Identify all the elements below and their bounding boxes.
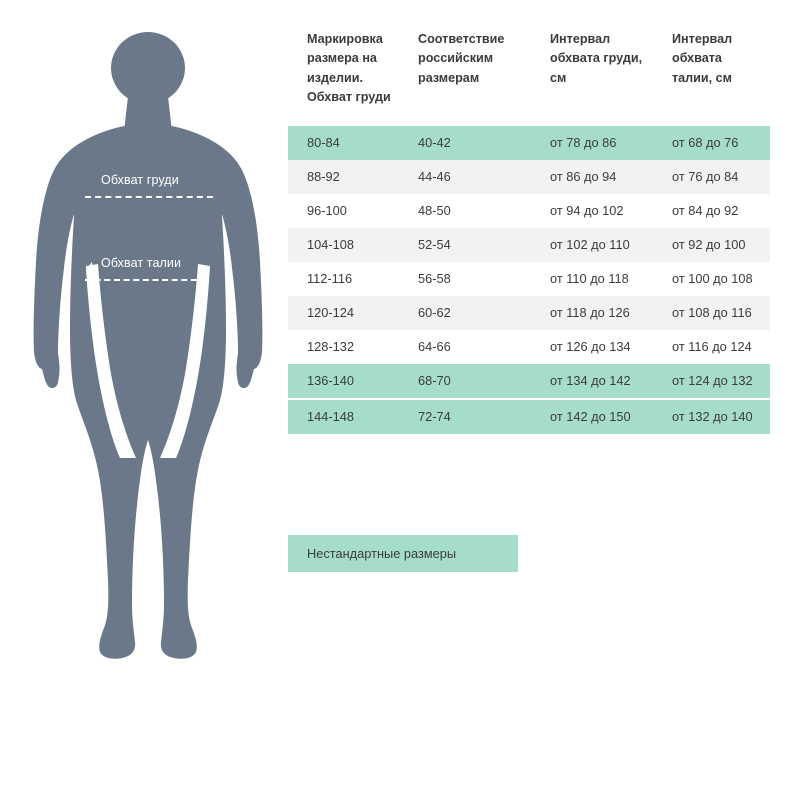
cell-chest-range: от 102 до 110 <box>532 227 656 262</box>
table-row: 96-100 48-50 от 94 до 102 от 84 до 92 <box>288 193 770 228</box>
table-row: 136-140 68-70 от 134 до 142 от 124 до 132 <box>288 363 770 399</box>
body-silhouette-svg <box>33 32 263 659</box>
cell-marking: 136-140 <box>288 363 402 399</box>
table-row: 120-124 60-62 от 118 до 126 от 108 до 116 <box>288 295 770 330</box>
cell-ru-size: 68-70 <box>402 363 532 399</box>
cell-marking: 80-84 <box>288 125 402 160</box>
cell-waist-range: от 68 до 76 <box>656 125 770 160</box>
table-row: 80-84 40-42 от 78 до 86 от 68 до 76 <box>288 125 770 160</box>
nonstandard-sizes-button[interactable]: Нестандартные размеры <box>288 535 518 572</box>
cell-chest-range: от 86 до 94 <box>532 159 656 194</box>
cell-marking: 112-116 <box>288 261 402 296</box>
cell-chest-range: от 78 до 86 <box>532 125 656 160</box>
table-row: 88-92 44-46 от 86 до 94 от 76 до 84 <box>288 159 770 194</box>
header-row: Маркировка размера на изделии. Обхват гр… <box>288 30 770 126</box>
cell-marking: 144-148 <box>288 397 402 434</box>
left-arm-gap-wide <box>86 264 136 458</box>
size-table-panel: Маркировка размера на изделии. Обхват гр… <box>288 30 770 434</box>
torso-shape <box>33 126 263 659</box>
cell-chest-range: от 94 до 102 <box>532 193 656 228</box>
cell-ru-size: 56-58 <box>402 261 532 296</box>
cell-marking: 120-124 <box>288 295 402 330</box>
cell-chest-range: от 142 до 150 <box>532 397 656 434</box>
cell-ru-size: 40-42 <box>402 125 532 160</box>
cell-marking: 96-100 <box>288 193 402 228</box>
cell-waist-range: от 108 до 116 <box>656 295 770 330</box>
column-header-chest: Интервал обхвата груди, см <box>532 30 656 126</box>
neck-shape <box>124 96 172 132</box>
cell-ru-size: 52-54 <box>402 227 532 262</box>
cell-waist-range: от 84 до 92 <box>656 193 770 228</box>
cell-ru-size: 60-62 <box>402 295 532 330</box>
cell-chest-range: от 110 до 118 <box>532 261 656 296</box>
cell-waist-range: от 92 до 100 <box>656 227 770 262</box>
table-row: 112-116 56-58 от 110 до 118 от 100 до 108 <box>288 261 770 296</box>
column-header-waist: Интервал обхвата талии, см <box>656 30 770 126</box>
cell-chest-range: от 126 до 134 <box>532 329 656 364</box>
waist-measure-label: Обхват талии <box>101 256 182 270</box>
size-table-body: 80-84 40-42 от 78 до 86 от 68 до 76 88-92 44-… <box>288 125 770 434</box>
cell-waist-range: от 116 до 124 <box>656 329 770 364</box>
cell-marking: 104-108 <box>288 227 402 262</box>
table-row: 144-148 72-74 от 142 до 150 от 132 до 140 <box>288 397 770 434</box>
chest-measure-dashed-line <box>85 196 213 198</box>
cell-waist-range: от 76 до 84 <box>656 159 770 194</box>
chest-measure-label: Обхват груди <box>101 173 179 187</box>
body-figure-panel: Обхват груди Обхват талии <box>0 0 280 700</box>
column-header-ru-size: Соответствие российским размерам <box>402 30 532 126</box>
cell-ru-size: 64-66 <box>402 329 532 364</box>
size-table-header: Маркировка размера на изделии. Обхват гр… <box>288 30 770 126</box>
cell-marking: 88-92 <box>288 159 402 194</box>
right-arm-gap-wide <box>160 264 210 458</box>
table-row: 104-108 52-54 от 102 до 110 от 92 до 100 <box>288 227 770 262</box>
size-table: Маркировка размера на изделии. Обхват гр… <box>288 30 770 434</box>
cell-ru-size: 44-46 <box>402 159 532 194</box>
cell-chest-range: от 118 до 126 <box>532 295 656 330</box>
head-shape <box>111 32 185 104</box>
cell-ru-size: 72-74 <box>402 397 532 434</box>
waist-measure-dashed-line <box>85 279 197 281</box>
column-header-marking: Маркировка размера на изделии. Обхват гр… <box>288 30 402 126</box>
cell-waist-range: от 132 до 140 <box>656 397 770 434</box>
table-row: 128-132 64-66 от 126 до 134 от 116 до 124 <box>288 329 770 364</box>
cell-chest-range: от 134 до 142 <box>532 363 656 399</box>
cell-marking: 128-132 <box>288 329 402 364</box>
cell-ru-size: 48-50 <box>402 193 532 228</box>
cell-waist-range: от 124 до 132 <box>656 363 770 399</box>
cell-waist-range: от 100 до 108 <box>656 261 770 296</box>
